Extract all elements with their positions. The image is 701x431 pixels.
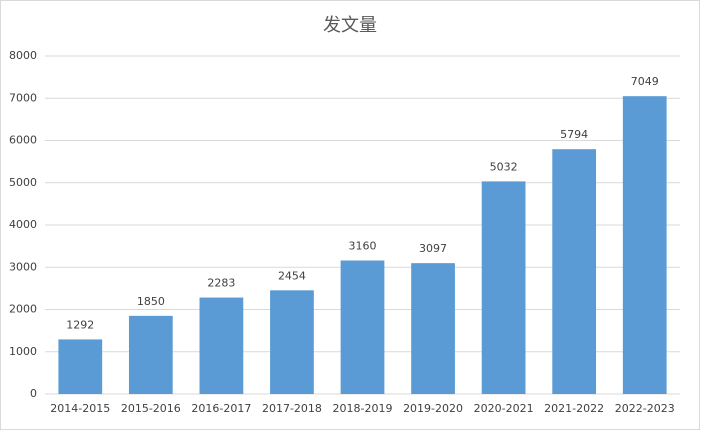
bar <box>270 290 314 394</box>
data-label: 3160 <box>349 239 377 252</box>
bar <box>552 149 597 394</box>
x-tick-label: 2014-2015 <box>50 402 110 415</box>
chart-title: 发文量 <box>323 15 377 36</box>
data-label: 7049 <box>631 75 659 88</box>
x-tick-label: 2017-2018 <box>262 402 322 415</box>
x-tick-label: 2020-2021 <box>474 402 534 415</box>
data-label: 1292 <box>66 318 94 331</box>
data-label: 5032 <box>490 160 518 173</box>
y-tick-label: 0 <box>30 387 37 400</box>
x-tick-label: 2021-2022 <box>544 402 604 415</box>
y-tick-label: 7000 <box>9 91 37 104</box>
bar <box>481 181 526 394</box>
y-tick-label: 3000 <box>9 260 37 273</box>
data-label: 1850 <box>137 295 165 308</box>
bar <box>622 96 667 394</box>
bar <box>58 339 103 394</box>
x-tick-label: 2018-2019 <box>333 402 393 415</box>
y-tick-label: 6000 <box>9 134 37 147</box>
x-tick-label: 2015-2016 <box>121 402 181 415</box>
bar <box>340 260 385 394</box>
data-label: 3097 <box>419 242 447 255</box>
bar <box>199 297 244 394</box>
data-label: 2454 <box>278 269 306 282</box>
y-tick-label: 8000 <box>9 49 37 62</box>
y-tick-label: 5000 <box>9 176 37 189</box>
y-tick-label: 2000 <box>9 303 37 316</box>
y-tick-label: 4000 <box>9 218 37 231</box>
x-tick-label: 2019-2020 <box>403 402 463 415</box>
bar <box>128 315 173 394</box>
data-label: 2283 <box>207 277 235 290</box>
x-tick-label: 2022-2023 <box>615 402 675 415</box>
data-label: 5794 <box>560 128 588 141</box>
x-tick-label: 2016-2017 <box>191 402 251 415</box>
bar <box>411 263 455 394</box>
y-tick-label: 1000 <box>9 345 37 358</box>
